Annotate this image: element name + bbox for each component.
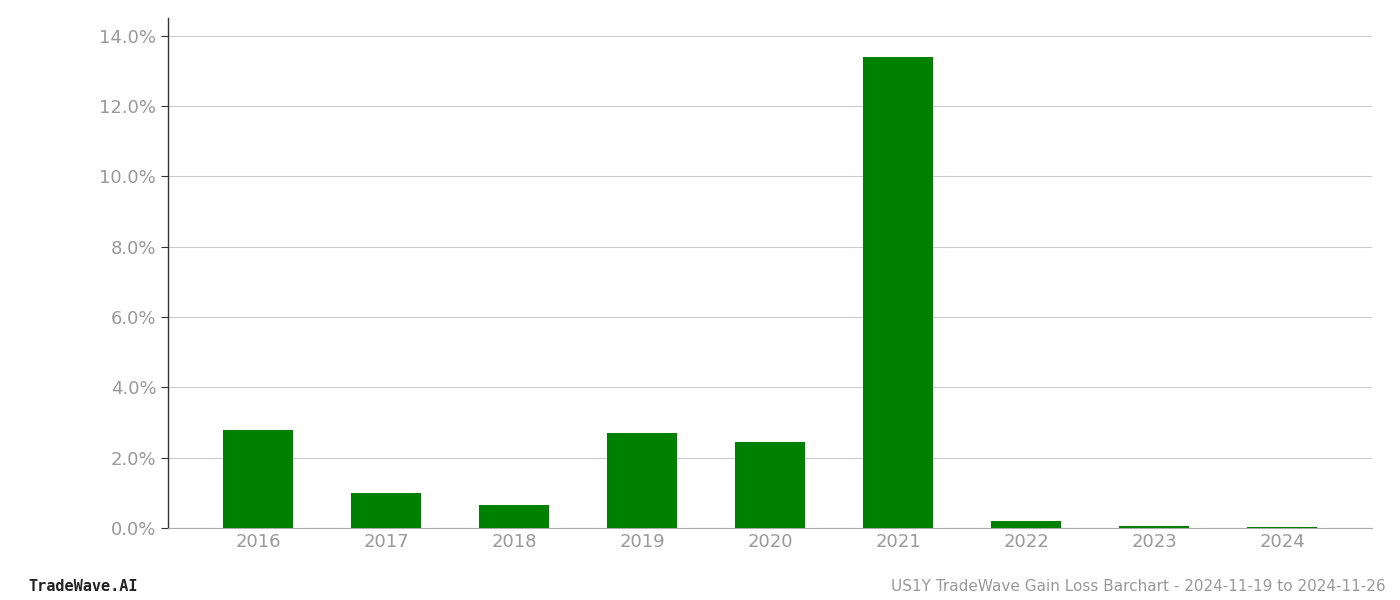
Bar xyxy=(606,433,678,528)
Bar xyxy=(351,493,421,528)
Text: TradeWave.AI: TradeWave.AI xyxy=(28,579,137,594)
Bar xyxy=(862,56,934,528)
Bar xyxy=(991,521,1061,528)
Bar xyxy=(1247,527,1317,528)
Text: US1Y TradeWave Gain Loss Barchart - 2024-11-19 to 2024-11-26: US1Y TradeWave Gain Loss Barchart - 2024… xyxy=(892,579,1386,594)
Bar xyxy=(735,442,805,528)
Bar xyxy=(479,505,549,528)
Bar xyxy=(223,430,293,528)
Bar xyxy=(1119,526,1189,528)
